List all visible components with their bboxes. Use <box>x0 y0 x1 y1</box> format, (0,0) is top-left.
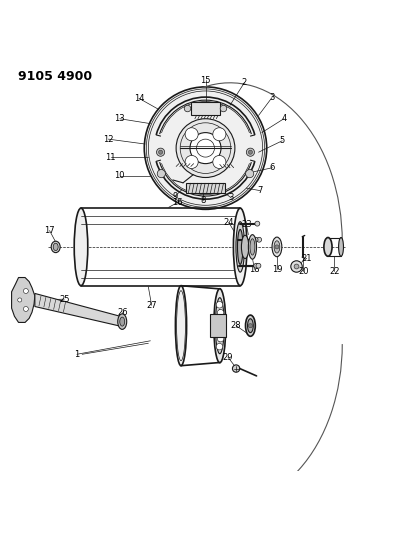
FancyBboxPatch shape <box>191 102 220 115</box>
Circle shape <box>253 237 258 242</box>
Circle shape <box>215 322 222 329</box>
Text: 3: 3 <box>229 193 234 203</box>
Circle shape <box>256 237 261 242</box>
Circle shape <box>23 306 28 311</box>
Text: 12: 12 <box>103 135 113 143</box>
Text: 2: 2 <box>242 78 247 87</box>
Circle shape <box>185 156 198 168</box>
Ellipse shape <box>238 229 243 264</box>
Polygon shape <box>35 294 122 327</box>
Circle shape <box>246 169 254 177</box>
Ellipse shape <box>217 310 222 342</box>
Ellipse shape <box>274 241 280 253</box>
Ellipse shape <box>120 317 125 326</box>
Text: 7: 7 <box>257 186 263 195</box>
Circle shape <box>216 343 223 350</box>
Ellipse shape <box>118 314 127 329</box>
Ellipse shape <box>214 289 226 362</box>
Circle shape <box>246 148 254 156</box>
Ellipse shape <box>324 238 332 256</box>
Circle shape <box>176 119 235 177</box>
Text: 21: 21 <box>302 254 312 263</box>
Text: 28: 28 <box>231 321 241 330</box>
Text: 9: 9 <box>172 192 178 201</box>
Ellipse shape <box>339 238 344 256</box>
Circle shape <box>233 365 240 372</box>
Text: 8: 8 <box>201 196 206 205</box>
Circle shape <box>275 245 279 249</box>
Ellipse shape <box>219 317 221 335</box>
Text: 14: 14 <box>134 94 144 103</box>
Text: 5: 5 <box>279 136 285 146</box>
Ellipse shape <box>248 235 256 259</box>
Ellipse shape <box>241 235 249 259</box>
Circle shape <box>159 150 163 154</box>
Text: 24: 24 <box>224 218 234 227</box>
Circle shape <box>18 298 22 302</box>
Text: 29: 29 <box>223 353 233 361</box>
Circle shape <box>294 264 299 269</box>
Text: 23: 23 <box>241 220 252 229</box>
FancyBboxPatch shape <box>186 183 225 193</box>
Circle shape <box>248 150 252 154</box>
Circle shape <box>254 263 259 268</box>
Ellipse shape <box>272 237 282 257</box>
Text: 3: 3 <box>269 93 275 102</box>
Text: 10: 10 <box>115 172 125 180</box>
Bar <box>210 314 226 337</box>
Text: 9105 4900: 9105 4900 <box>18 70 92 83</box>
Circle shape <box>184 105 191 112</box>
Circle shape <box>157 148 165 156</box>
Text: 19: 19 <box>272 265 282 274</box>
Circle shape <box>256 263 261 268</box>
Circle shape <box>248 324 252 328</box>
Circle shape <box>185 128 198 141</box>
Text: 18: 18 <box>249 265 260 274</box>
Ellipse shape <box>215 298 224 354</box>
Circle shape <box>190 133 221 164</box>
Ellipse shape <box>250 239 255 255</box>
Text: 11: 11 <box>106 152 116 161</box>
Text: 6: 6 <box>270 163 275 172</box>
Circle shape <box>220 105 227 112</box>
Ellipse shape <box>175 286 187 366</box>
Circle shape <box>255 221 260 226</box>
Circle shape <box>217 310 224 316</box>
Circle shape <box>216 302 223 308</box>
Circle shape <box>213 128 226 141</box>
Ellipse shape <box>74 208 88 286</box>
Text: 4: 4 <box>281 114 286 123</box>
Ellipse shape <box>233 208 247 286</box>
Ellipse shape <box>291 261 302 272</box>
Text: 22: 22 <box>329 267 340 276</box>
Text: 13: 13 <box>114 114 125 123</box>
Circle shape <box>217 335 224 342</box>
Text: 27: 27 <box>146 301 157 310</box>
Polygon shape <box>12 278 35 322</box>
Ellipse shape <box>51 241 60 253</box>
Ellipse shape <box>245 315 255 336</box>
Text: 20: 20 <box>298 267 309 276</box>
Circle shape <box>157 169 165 177</box>
Text: 1: 1 <box>74 350 80 359</box>
Ellipse shape <box>247 319 253 333</box>
Text: 26: 26 <box>117 308 128 317</box>
Text: 16: 16 <box>172 198 182 207</box>
Circle shape <box>213 156 226 168</box>
Circle shape <box>23 288 28 294</box>
Text: 15: 15 <box>200 76 211 85</box>
Ellipse shape <box>53 243 58 251</box>
Text: 25: 25 <box>59 295 69 304</box>
Text: 17: 17 <box>44 226 55 235</box>
Ellipse shape <box>236 222 245 272</box>
Circle shape <box>144 87 267 209</box>
